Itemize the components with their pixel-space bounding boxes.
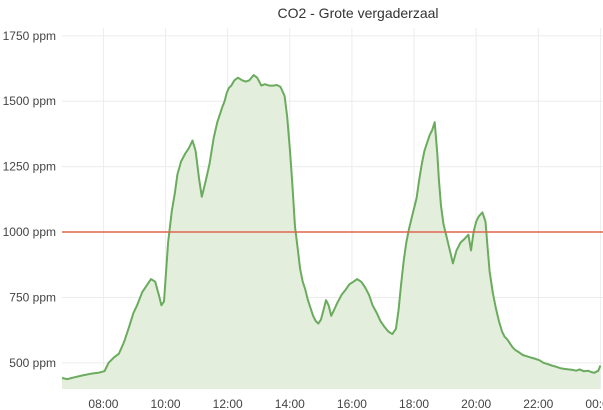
- y-tick-label: 750 ppm: [9, 290, 56, 304]
- y-tick-label: 1250 ppm: [3, 160, 56, 174]
- x-tick-label: 16:00: [337, 397, 367, 410]
- y-tick-label: 1000 ppm: [3, 225, 56, 239]
- plot-area: [61, 74, 603, 389]
- y-axis-ticks: 500 ppm 750 ppm 1000 ppm 1250 ppm 1500 ppm 17…: [3, 29, 56, 370]
- x-tick-label: 00:00: [585, 397, 603, 410]
- x-tick-label: 22:00: [523, 397, 553, 410]
- x-tick-label: 10:00: [151, 397, 181, 410]
- y-tick-label: 1500 ppm: [3, 94, 56, 108]
- x-tick-label: 08:00: [88, 397, 118, 410]
- series-line: [61, 74, 602, 381]
- x-tick-label: 18:00: [399, 397, 429, 410]
- y-tick-label: 500 ppm: [9, 356, 56, 370]
- x-axis-ticks: 08:00 10:00 12:00 14:00 16:00 18:00 20:00 22:00…: [88, 397, 603, 410]
- x-tick-label: 20:00: [461, 397, 491, 410]
- x-tick-label: 14:00: [275, 397, 305, 410]
- series-area: [62, 75, 601, 389]
- y-tick-label: 1750 ppm: [3, 29, 56, 43]
- chart-title: CO2 - Grote vergaderzaal: [277, 5, 438, 21]
- x-tick-label: 12:00: [213, 397, 243, 410]
